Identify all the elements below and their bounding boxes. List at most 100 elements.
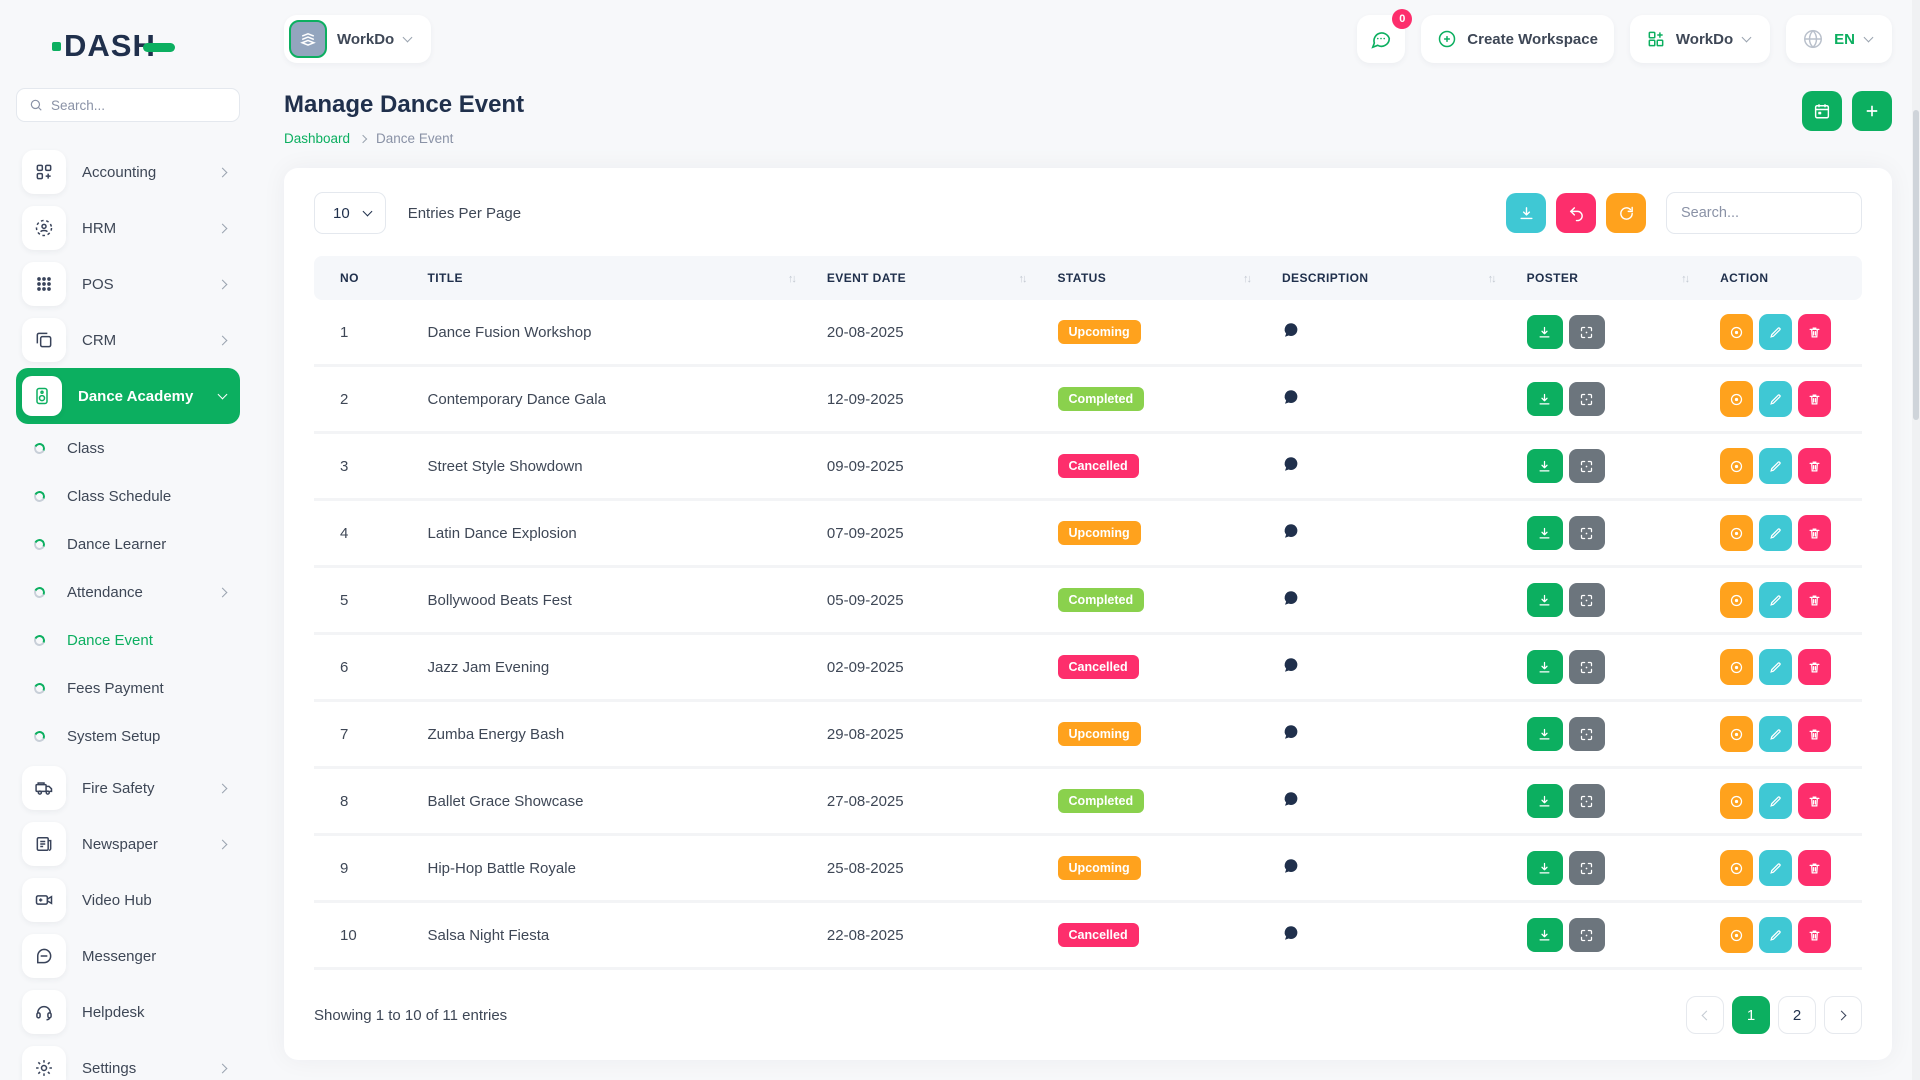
edit-button[interactable] [1759, 381, 1793, 417]
delete-button[interactable] [1798, 649, 1832, 685]
sidebar-item-settings[interactable]: Settings [16, 1040, 240, 1080]
poster-download-button[interactable] [1526, 315, 1563, 349]
sidebar-item-messenger[interactable]: Messenger [16, 928, 240, 984]
scrollbar-thumb[interactable] [1913, 110, 1919, 420]
refresh-button[interactable] [1606, 193, 1646, 233]
poster-preview-button[interactable] [1568, 717, 1605, 751]
poster-preview-button[interactable] [1568, 315, 1605, 349]
sidebar-subitem-fees-payment[interactable]: Fees Payment [16, 664, 240, 712]
sort-icon[interactable] [788, 271, 795, 285]
pagination-page-1[interactable]: 1 [1732, 996, 1770, 1034]
view-button[interactable] [1720, 314, 1754, 350]
poster-download-button[interactable] [1526, 784, 1563, 818]
poster-download-button[interactable] [1526, 516, 1563, 550]
delete-button[interactable] [1798, 582, 1832, 618]
sort-icon[interactable] [1488, 271, 1495, 285]
sidebar-item-helpdesk[interactable]: Helpdesk [16, 984, 240, 1040]
edit-button[interactable] [1759, 716, 1793, 752]
view-button[interactable] [1720, 448, 1754, 484]
comment-icon[interactable] [1282, 859, 1300, 879]
delete-button[interactable] [1798, 850, 1832, 886]
poster-download-button[interactable] [1526, 382, 1563, 416]
table-search-input[interactable] [1681, 205, 1847, 221]
poster-preview-button[interactable] [1568, 851, 1605, 885]
view-button[interactable] [1720, 381, 1754, 417]
sort-icon[interactable] [1243, 271, 1250, 285]
view-button[interactable] [1720, 850, 1754, 886]
sidebar-subitem-dance-event[interactable]: Dance Event [16, 616, 240, 664]
delete-button[interactable] [1798, 448, 1832, 484]
comment-icon[interactable] [1282, 323, 1300, 343]
delete-button[interactable] [1798, 515, 1832, 551]
sidebar-subitem-attendance[interactable]: Attendance [16, 568, 240, 616]
sidebar-subitem-dance-learner[interactable]: Dance Learner [16, 520, 240, 568]
sidebar-item-hrm[interactable]: HRM [16, 200, 240, 256]
poster-download-button[interactable] [1526, 583, 1563, 617]
sort-icon[interactable] [1681, 271, 1688, 285]
pagination-next-button[interactable] [1824, 996, 1862, 1034]
poster-download-button[interactable] [1526, 650, 1563, 684]
poster-download-button[interactable] [1526, 717, 1563, 751]
edit-button[interactable] [1759, 917, 1793, 953]
sidebar-item-pos[interactable]: POS [16, 256, 240, 312]
sidebar-subitem-class-schedule[interactable]: Class Schedule [16, 472, 240, 520]
delete-button[interactable] [1798, 381, 1832, 417]
create-workspace-button[interactable]: Create Workspace [1421, 15, 1614, 63]
breadcrumb-dashboard-link[interactable]: Dashboard [284, 131, 351, 146]
comment-icon[interactable] [1282, 457, 1300, 477]
edit-button[interactable] [1759, 448, 1793, 484]
scrollbar[interactable] [1912, 0, 1920, 1080]
view-button[interactable] [1720, 515, 1754, 551]
view-button[interactable] [1720, 917, 1754, 953]
comment-icon[interactable] [1282, 926, 1300, 946]
add-event-button[interactable] [1852, 91, 1892, 131]
sidebar-subitem-system-setup[interactable]: System Setup [16, 712, 240, 760]
view-button[interactable] [1720, 783, 1754, 819]
edit-button[interactable] [1759, 515, 1793, 551]
edit-button[interactable] [1759, 649, 1793, 685]
comment-icon[interactable] [1282, 591, 1300, 611]
sidebar-item-dance-academy[interactable]: Dance Academy [16, 368, 240, 424]
poster-preview-button[interactable] [1568, 784, 1605, 818]
poster-download-button[interactable] [1526, 918, 1563, 952]
edit-button[interactable] [1759, 850, 1793, 886]
poster-preview-button[interactable] [1568, 449, 1605, 483]
comment-icon[interactable] [1282, 792, 1300, 812]
sort-icon[interactable] [1019, 271, 1026, 285]
comment-icon[interactable] [1282, 524, 1300, 544]
sidebar-subitem-class[interactable]: Class [16, 424, 240, 472]
edit-button[interactable] [1759, 314, 1793, 350]
calendar-view-button[interactable] [1802, 91, 1842, 131]
export-button[interactable] [1506, 193, 1546, 233]
poster-preview-button[interactable] [1568, 583, 1605, 617]
edit-button[interactable] [1759, 783, 1793, 819]
back-button[interactable] [1556, 193, 1596, 233]
view-button[interactable] [1720, 649, 1754, 685]
edit-button[interactable] [1759, 582, 1793, 618]
comment-icon[interactable] [1282, 658, 1300, 678]
delete-button[interactable] [1798, 716, 1832, 752]
sidebar-item-newspaper[interactable]: Newspaper [16, 816, 240, 872]
workdo-menu-button[interactable]: WorkDo [1629, 15, 1771, 63]
poster-download-button[interactable] [1526, 851, 1563, 885]
delete-button[interactable] [1798, 314, 1832, 350]
comment-icon[interactable] [1282, 725, 1300, 745]
poster-download-button[interactable] [1526, 449, 1563, 483]
delete-button[interactable] [1798, 783, 1832, 819]
poster-preview-button[interactable] [1568, 918, 1605, 952]
language-selector[interactable]: EN [1786, 15, 1892, 63]
view-button[interactable] [1720, 582, 1754, 618]
pagination-prev-button[interactable] [1686, 996, 1724, 1034]
poster-preview-button[interactable] [1568, 516, 1605, 550]
sidebar-item-accounting[interactable]: Accounting [16, 144, 240, 200]
sidebar-item-video-hub[interactable]: Video Hub [16, 872, 240, 928]
comment-icon[interactable] [1282, 390, 1300, 410]
view-button[interactable] [1720, 716, 1754, 752]
poster-preview-button[interactable] [1568, 650, 1605, 684]
entries-per-page-select[interactable]: 10 [314, 192, 386, 234]
sidebar-item-fire-safety[interactable]: Fire Safety [16, 760, 240, 816]
messages-button[interactable]: 0 [1357, 9, 1413, 63]
pagination-page-2[interactable]: 2 [1778, 996, 1816, 1034]
sidebar-search-input[interactable] [51, 97, 227, 113]
poster-preview-button[interactable] [1568, 382, 1605, 416]
